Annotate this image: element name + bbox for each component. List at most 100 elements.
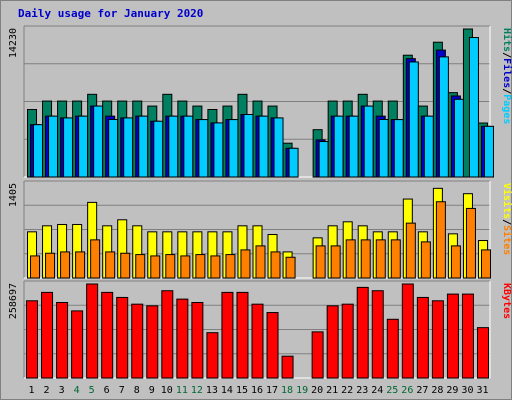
bar-sites-day-29 xyxy=(450,245,461,279)
bar-kbytes-day-28 xyxy=(431,300,444,379)
x-tick-label-day-15: 15 xyxy=(236,385,248,396)
bar-sites-day-6 xyxy=(105,251,116,279)
bar-sites-day-11 xyxy=(180,255,191,279)
legend-item: Visits xyxy=(501,183,512,219)
panel-1-legend: Hits/Files/Pages xyxy=(501,28,512,124)
x-tick-label-day-19: 19 xyxy=(296,385,308,396)
bar-pages-day-27 xyxy=(423,115,434,178)
x-tick-label-day-11: 11 xyxy=(176,385,188,396)
bar-sites-day-8 xyxy=(135,254,146,279)
x-tick-label-day-12: 12 xyxy=(191,385,203,396)
bar-sites-day-28 xyxy=(435,201,446,279)
bar-pages-day-20 xyxy=(318,141,329,178)
bar-pages-day-26 xyxy=(408,61,419,178)
x-tick-label-day-2: 2 xyxy=(44,385,50,396)
bar-kbytes-day-25 xyxy=(386,318,399,379)
bar-kbytes-day-24 xyxy=(371,290,384,379)
panel-3-max-label: 258697 xyxy=(8,283,19,319)
x-tick-label-day-8: 8 xyxy=(134,385,140,396)
bar-pages-day-30 xyxy=(468,37,479,178)
bar-sites-day-22 xyxy=(345,239,356,279)
bar-pages-day-28 xyxy=(438,56,449,178)
bar-pages-day-7 xyxy=(123,117,134,178)
x-tick-label-day-4: 4 xyxy=(74,385,80,396)
bar-kbytes-day-18 xyxy=(281,355,294,379)
bar-kbytes-day-6 xyxy=(101,291,114,379)
bar-sites-day-30 xyxy=(465,207,476,279)
bar-sites-day-23 xyxy=(360,239,371,279)
legend-item: / xyxy=(501,88,512,94)
bar-kbytes-day-11 xyxy=(176,298,189,379)
bar-kbytes-day-17 xyxy=(266,312,279,379)
bar-pages-day-11 xyxy=(183,115,194,178)
x-tick-label-day-3: 3 xyxy=(59,385,65,396)
bar-kbytes-day-15 xyxy=(236,291,249,379)
bar-sites-day-10 xyxy=(165,254,176,279)
bar-kbytes-day-16 xyxy=(251,303,264,379)
bar-pages-day-10 xyxy=(168,115,179,178)
bar-sites-day-16 xyxy=(255,245,266,279)
bar-kbytes-day-26 xyxy=(401,283,414,379)
legend-item: KBytes xyxy=(501,283,512,319)
panel-1-max-label: 14230 xyxy=(8,28,19,58)
x-tick-label-day-29: 29 xyxy=(446,385,458,396)
bar-sites-day-13 xyxy=(210,255,221,279)
x-tick-label-day-6: 6 xyxy=(104,385,110,396)
bar-kbytes-day-2 xyxy=(41,291,54,379)
bar-pages-day-15 xyxy=(243,113,254,178)
x-tick-label-day-16: 16 xyxy=(251,385,263,396)
bar-kbytes-day-29 xyxy=(446,293,459,379)
x-tick-label-day-10: 10 xyxy=(161,385,173,396)
x-tick-label-day-9: 9 xyxy=(149,385,155,396)
x-tick-label-day-1: 1 xyxy=(29,385,35,396)
bar-sites-day-5 xyxy=(90,239,101,279)
bar-sites-day-26 xyxy=(405,222,416,279)
bar-kbytes-day-12 xyxy=(191,301,204,379)
x-tick-label-day-20: 20 xyxy=(311,385,323,396)
bar-pages-day-18 xyxy=(288,147,299,178)
legend-item: Files xyxy=(501,58,512,88)
bar-kbytes-day-23 xyxy=(356,286,369,379)
bar-kbytes-day-13 xyxy=(206,332,219,379)
bar-pages-day-9 xyxy=(153,120,164,178)
bar-pages-day-25 xyxy=(393,119,404,178)
legend-item: Pages xyxy=(501,94,512,124)
bar-kbytes-day-14 xyxy=(221,291,234,379)
bar-kbytes-day-3 xyxy=(56,301,69,379)
bar-pages-day-12 xyxy=(198,119,209,178)
bar-pages-day-23 xyxy=(363,105,374,178)
bar-pages-day-8 xyxy=(138,115,149,178)
bar-sites-day-20 xyxy=(315,245,326,279)
legend-item: / xyxy=(501,52,512,58)
x-tick-label-day-26: 26 xyxy=(401,385,413,396)
legend-item: / xyxy=(501,219,512,225)
bar-pages-day-6 xyxy=(108,118,119,178)
bar-kbytes-day-20 xyxy=(311,331,324,379)
bar-kbytes-day-30 xyxy=(461,293,474,379)
bar-sites-day-14 xyxy=(225,254,236,279)
panel-3-legend: KBytes xyxy=(501,283,512,319)
bar-sites-day-2 xyxy=(45,252,56,279)
bar-kbytes-day-5 xyxy=(86,283,99,379)
x-tick-label-day-24: 24 xyxy=(371,385,383,396)
x-tick-label-day-25: 25 xyxy=(386,385,398,396)
x-tick-label-day-14: 14 xyxy=(221,385,233,396)
bar-sites-day-9 xyxy=(150,255,161,279)
panel-2-legend: Visits/Sites xyxy=(501,183,512,255)
chart-title: Daily usage for January 2020 xyxy=(18,7,204,20)
bar-sites-day-1 xyxy=(30,255,41,279)
bar-sites-day-3 xyxy=(60,251,71,279)
x-tick-label-day-27: 27 xyxy=(416,385,428,396)
bar-kbytes-day-8 xyxy=(131,303,144,379)
bar-sites-day-25 xyxy=(390,239,401,279)
bar-pages-day-3 xyxy=(63,117,74,178)
bar-kbytes-day-7 xyxy=(116,296,129,379)
bar-pages-day-17 xyxy=(273,117,284,178)
legend-item: Hits xyxy=(501,28,512,52)
x-tick-label-day-31: 31 xyxy=(476,385,488,396)
bar-kbytes-day-4 xyxy=(71,310,84,379)
x-tick-label-day-21: 21 xyxy=(326,385,338,396)
bar-kbytes-day-31 xyxy=(476,327,489,379)
bar-sites-day-31 xyxy=(480,249,491,279)
